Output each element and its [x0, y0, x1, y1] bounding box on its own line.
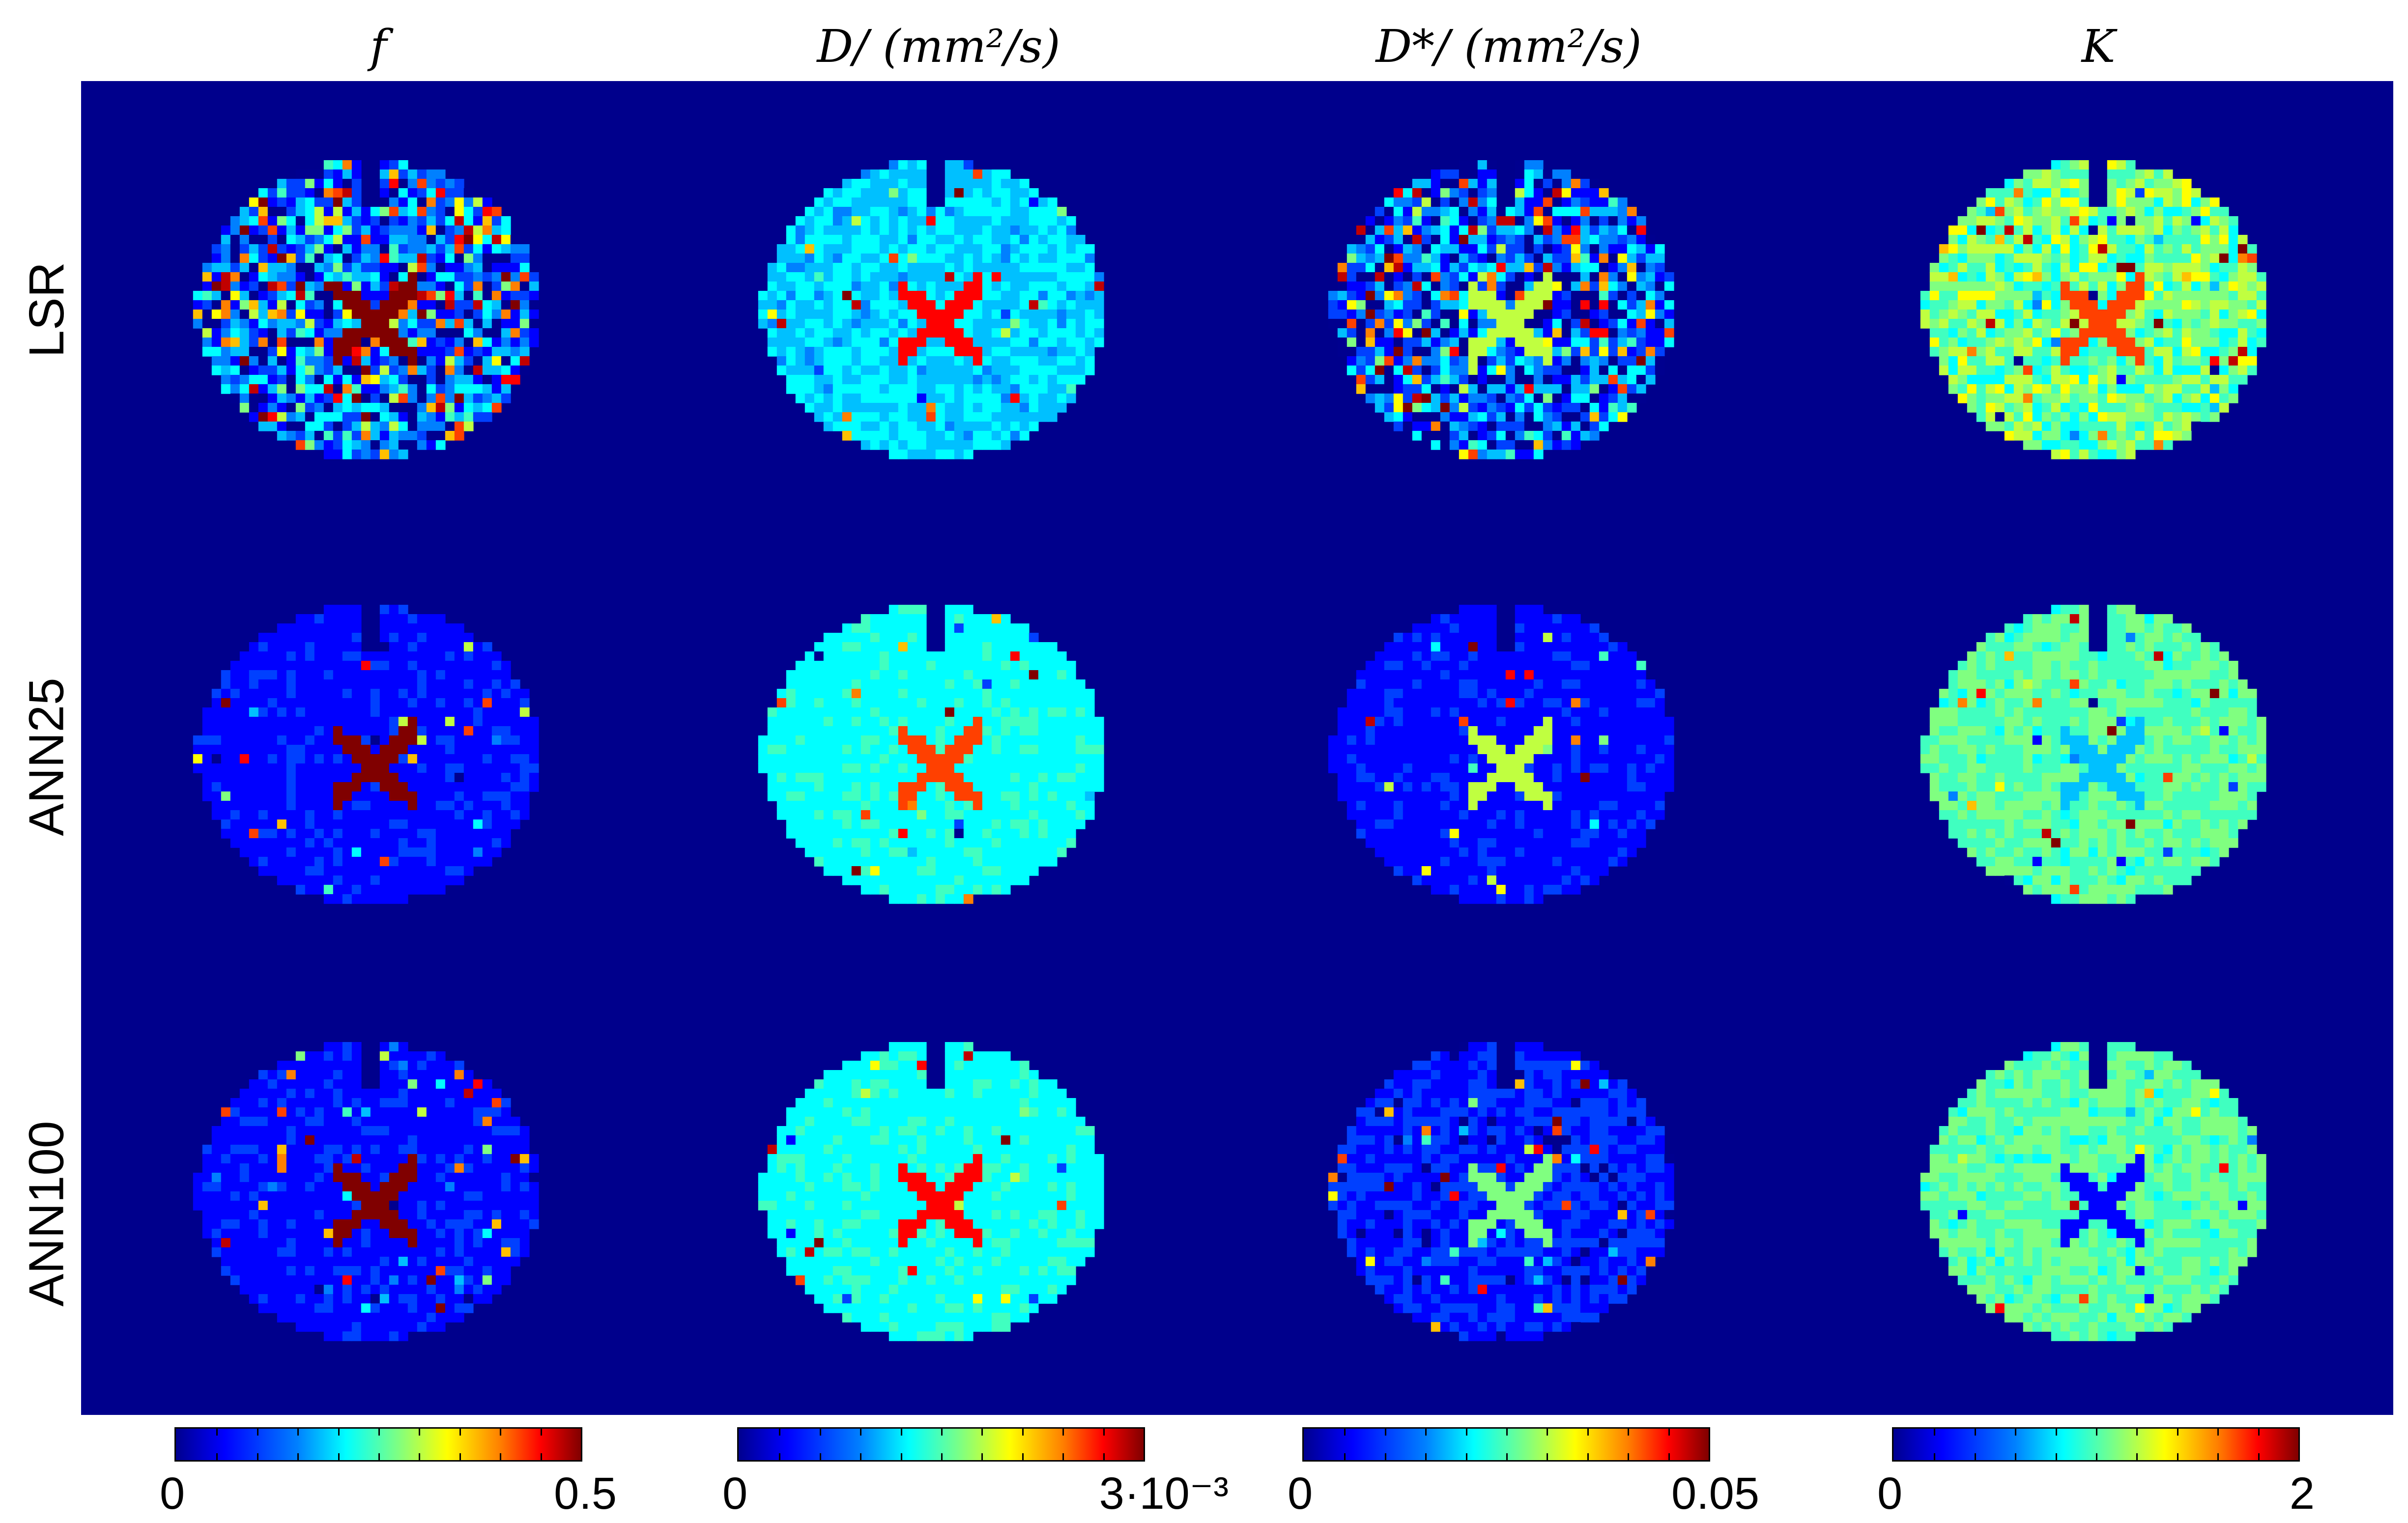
- colorbar-k: [1892, 1427, 2300, 1462]
- brain-map-ann100-f: [182, 1005, 555, 1378]
- map-panel: [81, 81, 2393, 1415]
- row-label-lsr: LSR: [19, 261, 74, 358]
- colorbar-k-max: 2: [2289, 1468, 2315, 1519]
- row-label-ann25: ANN25: [19, 677, 74, 836]
- brain-map-ann100-d: [747, 1005, 1120, 1378]
- colorbar-f-min: 0: [160, 1468, 185, 1519]
- column-title-d: D/ (mm²/s): [817, 20, 1061, 73]
- row-label-ann100: ANN100: [19, 1121, 74, 1306]
- brain-map-ann100-dstar: [1317, 1005, 1691, 1378]
- column-title-f: f: [370, 20, 387, 73]
- column-title-dstar: D*/ (mm²/s): [1376, 20, 1642, 73]
- colorbar-f: [174, 1427, 582, 1462]
- colorbar-dstar: [1302, 1427, 1710, 1462]
- brain-map-ann25-k: [1909, 567, 2283, 941]
- brain-map-lsr-k: [1909, 123, 2283, 496]
- brain-map-ann25-d: [747, 567, 1120, 941]
- colorbar-d: [737, 1427, 1145, 1462]
- colorbar-f-max: 0.5: [554, 1468, 617, 1519]
- brain-map-ann25-dstar: [1317, 567, 1691, 941]
- brain-map-ann100-k: [1909, 1005, 2283, 1378]
- column-title-k: K: [2081, 20, 2116, 73]
- brain-map-ann25-f: [182, 567, 555, 941]
- colorbar-dstar-min: 0: [1288, 1468, 1313, 1519]
- brain-map-lsr-d: [747, 123, 1120, 496]
- colorbar-dstar-max: 0.05: [1671, 1468, 1759, 1519]
- brain-map-lsr-f: [182, 123, 555, 496]
- colorbar-d-min: 0: [722, 1468, 748, 1519]
- colorbar-d-max: 3·10⁻³: [1099, 1468, 1229, 1519]
- colorbar-k-min: 0: [1877, 1468, 1903, 1519]
- brain-map-lsr-dstar: [1317, 123, 1691, 496]
